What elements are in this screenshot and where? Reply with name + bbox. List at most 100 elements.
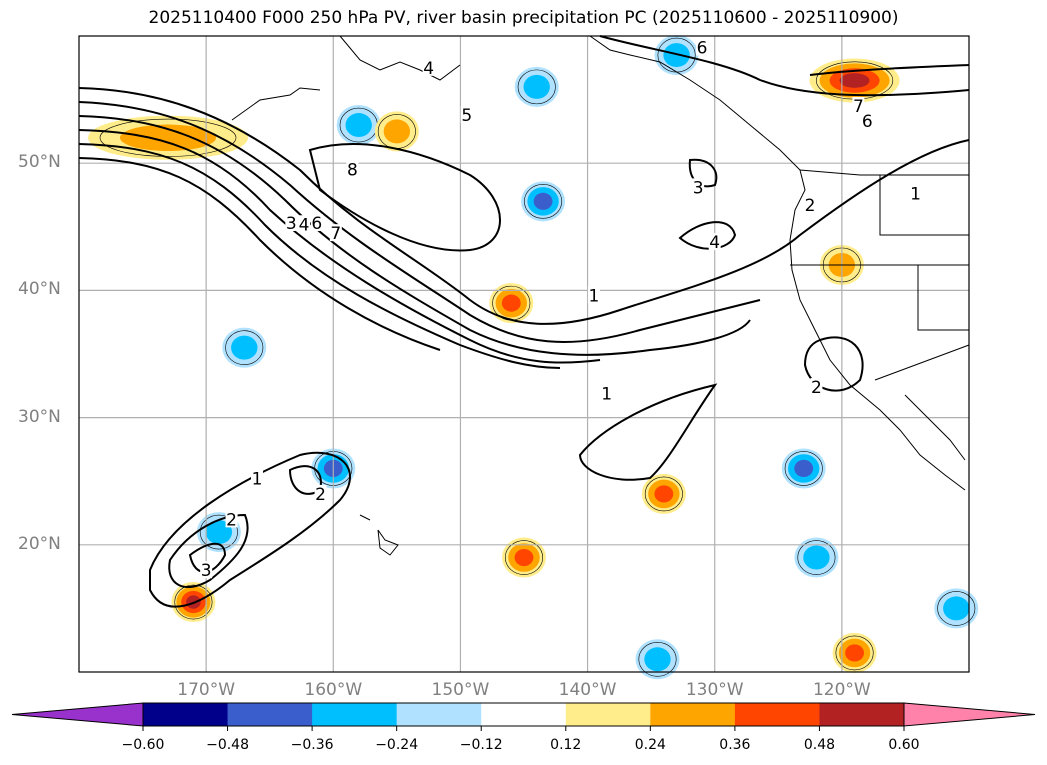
lon-label: 140°W: [558, 680, 617, 700]
shaded-region-outline: [797, 540, 836, 575]
contour-label-bg: [587, 286, 600, 304]
colorbar-frame: [142, 702, 905, 727]
shaded-region: [845, 644, 864, 662]
pv-contour-line: [78, 157, 441, 351]
pv-contour-line: [78, 115, 751, 356]
colorbar-tick-label: 0.24: [634, 737, 666, 753]
contour-label-bg: [852, 96, 865, 114]
contour-label-bg: [600, 384, 613, 402]
lat-label: 50°N: [18, 152, 61, 173]
pv-contour-line: [578, 383, 718, 481]
lon-label: 150°W: [431, 680, 490, 700]
shaded-region: [120, 124, 216, 151]
shaded-region: [803, 545, 830, 570]
contour-label-bg: [346, 160, 359, 178]
precip-pc-shading: [88, 35, 979, 680]
pv-contour-line: [78, 87, 970, 325]
lon-label: 160°W: [304, 680, 363, 700]
contour-label: 6: [311, 214, 322, 234]
colorbar-segment: [819, 703, 905, 726]
pv-contour-line: [149, 451, 351, 608]
coastline: [874, 344, 970, 381]
contour-label-bg: [225, 510, 238, 528]
shaded-region: [514, 548, 534, 567]
shaded-region-outline: [784, 451, 823, 486]
chart-title: 2025110400 F000 250 hPa PV, river basin …: [148, 8, 899, 28]
colorbar-segment: [565, 703, 651, 726]
shaded-region: [345, 113, 372, 138]
coastline: [799, 169, 969, 176]
colorbar-tick-label: 0.36: [719, 737, 751, 753]
colorbar-segment: [143, 703, 229, 726]
contour-label: 1: [252, 470, 263, 490]
contour-label-bg: [298, 215, 311, 233]
pv-contour-line: [168, 513, 249, 589]
pv-contour-line: [599, 35, 970, 97]
colorbar-tick-label: −0.60: [121, 737, 165, 753]
shaded-region-outline: [644, 476, 683, 512]
contour-label: 3: [693, 178, 704, 198]
pv-contours: [78, 35, 970, 608]
contour-label-bg: [692, 178, 705, 196]
coastline: [904, 394, 966, 461]
shaded-region-outline: [225, 330, 264, 365]
pv-contour-line: [809, 64, 970, 76]
colorbar-tick-label: 0.12: [550, 737, 582, 753]
shaded-region-outline: [835, 635, 874, 671]
contour-label-bg: [460, 105, 473, 123]
contour-label: 3: [286, 214, 297, 234]
lon-label: 120°W: [812, 680, 871, 700]
colorbar-tick-label: −0.12: [459, 737, 503, 753]
contour-label-bg: [285, 213, 298, 231]
colorbar-tick-label: 0.60: [888, 737, 920, 753]
contour-label-bg: [909, 184, 922, 202]
shaded-region: [943, 596, 970, 621]
colorbar-segment: [227, 703, 313, 726]
contour-label: 1: [601, 384, 612, 404]
contour-label: 1: [910, 185, 921, 205]
colorbar-extend-min: [11, 702, 144, 727]
lon-label: 170°W: [177, 680, 236, 700]
contour-label: 6: [862, 112, 873, 132]
contour-label-bg: [314, 484, 327, 502]
shaded-region: [501, 294, 521, 312]
shaded-region-outline: [937, 591, 976, 626]
contour-label-bg: [804, 196, 817, 214]
colorbar-segment: [481, 703, 567, 726]
lat-label: 40°N: [18, 279, 61, 300]
pv-contour-line: [78, 129, 601, 364]
shaded-region: [654, 485, 674, 503]
shaded-region: [839, 73, 870, 88]
coastline: [231, 87, 321, 121]
contour-label: 2: [805, 196, 816, 216]
pv-contour-line: [688, 158, 718, 188]
colorbar-extend-max: [903, 702, 1036, 727]
shaded-region: [205, 520, 233, 545]
pv-contour-line: [78, 143, 561, 369]
shaded-region-outline: [199, 514, 238, 550]
contour-label-bg: [310, 213, 323, 231]
colorbar-segment: [396, 703, 482, 726]
shaded-region: [644, 647, 671, 672]
shaded-region: [523, 74, 550, 99]
coastline: [589, 35, 966, 491]
lat-label: 20°N: [18, 533, 61, 554]
contour-label: 5: [461, 106, 472, 126]
contour-label-bg: [329, 224, 342, 242]
shaded-region: [794, 459, 814, 478]
shaded-region-outline: [638, 641, 677, 677]
pv-contour-line: [78, 101, 761, 343]
pv-contour-line: [678, 221, 737, 250]
shaded-region-outline: [517, 69, 556, 105]
colorbar-segment: [312, 703, 398, 726]
contour-label: 3: [201, 561, 212, 581]
contour-label-bg: [810, 378, 823, 396]
contour-label: 7: [330, 224, 341, 244]
contour-label: 7: [853, 97, 864, 117]
coastline: [339, 35, 461, 81]
colorbar-tick-label: −0.36: [290, 737, 334, 753]
contour-label-bg: [251, 469, 263, 487]
colorbar-tick-label: −0.24: [375, 737, 419, 753]
shaded-region-outline: [174, 584, 213, 620]
